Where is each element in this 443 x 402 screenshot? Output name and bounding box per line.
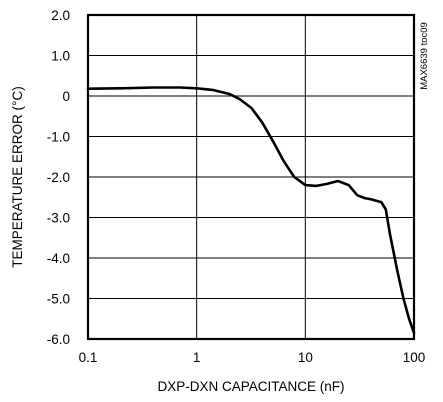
y-axis-label: TEMPERATURE ERROR (°C) (10, 86, 25, 267)
y-tick-label: 1.0 (51, 49, 70, 64)
x-tick-label: 1 (193, 350, 201, 365)
x-axis-label: DXP-DXN CAPACITANCE (nF) (157, 379, 344, 394)
x-tick-label: 10 (298, 350, 313, 365)
y-tick-label: -1.0 (47, 130, 70, 145)
series-line-temperature-error (86, 86, 416, 335)
x-tick-label: 100 (403, 350, 426, 365)
x-tick-labels: 0.1 1 10 100 (79, 350, 426, 365)
y-tick-labels: 2.0 1.0 0 -1.0 -2.0 -3.0 -4.0 -5.0 -6.0 (47, 8, 70, 347)
y-tick-label: -4.0 (47, 251, 70, 266)
plot-frame (86, 13, 416, 341)
y-tick-label: 0 (62, 89, 70, 104)
x-tick-label: 0.1 (79, 350, 98, 365)
y-tick-label: 2.0 (51, 8, 70, 23)
grid-lines (87, 14, 415, 340)
y-tick-label: -3.0 (47, 211, 70, 226)
y-tick-label: -6.0 (47, 332, 70, 347)
y-tick-label: -5.0 (47, 292, 70, 307)
y-tick-label: -2.0 (47, 170, 70, 185)
figure-id-label: MAX6639 toc09 (419, 22, 430, 90)
